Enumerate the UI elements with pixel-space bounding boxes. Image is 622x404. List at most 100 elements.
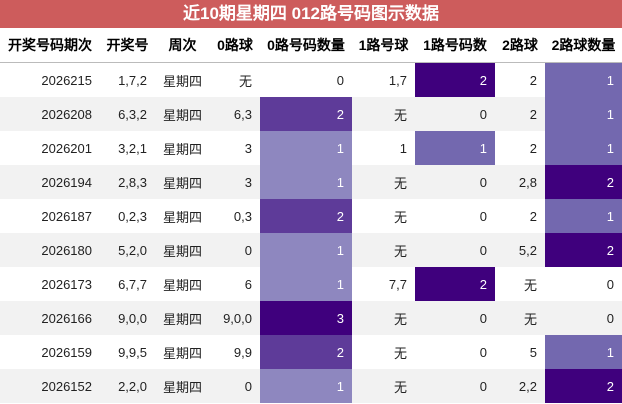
count-cell: 0 [336, 72, 344, 88]
cell: 2026173 [41, 276, 92, 292]
cell: 0 [210, 369, 260, 403]
cell: 星期四 [162, 141, 202, 157]
table-row: 2026215 1,7,2 星期四无 0 1,7 2 2 1 [0, 62, 622, 97]
cell: 9,9 [233, 344, 252, 360]
count-cell: 1 [260, 267, 352, 301]
cell: 星期四 [155, 97, 210, 131]
cell: 2 [495, 97, 545, 131]
cell: 星期四 [162, 209, 202, 225]
table-row: 2026166 9,0,0 星期四 9,0,0 3 无 0 无 0 [0, 301, 622, 335]
cell: 2026152 [0, 369, 100, 403]
count-cell: 1 [260, 165, 352, 199]
cell: 无 [352, 97, 415, 131]
column-header: 2路球数量 [545, 28, 622, 63]
cell: 5,2,0 [100, 233, 155, 267]
cell: 0 [210, 233, 260, 267]
cell: 2 [529, 208, 537, 224]
cell: 6,3,2 [100, 97, 155, 131]
cell: 无 [352, 233, 415, 267]
data-table: 开奖号码期次 开奖号 周次 0路球 0路号码数量 1路号球 1路号码数 2路球 2路球数量 20… [0, 28, 622, 403]
cell: 星期四 [155, 369, 210, 403]
cell: 星期四 [155, 165, 210, 199]
table-row: 2026194 2,8,3 星期四 3 1 无 0 2,8 2 [0, 165, 622, 199]
column-header: 1路号码数 [415, 28, 495, 63]
cell: 星期四 [162, 277, 202, 293]
cell: 6,7,7 [118, 276, 147, 292]
cell: 无 [238, 73, 252, 89]
count-cell: 2 [415, 267, 495, 301]
count-cell: 1 [545, 62, 622, 97]
cell: 2026159 [41, 344, 92, 360]
count-cell: 2 [260, 199, 352, 233]
cell: 1,7,2 [118, 72, 147, 88]
cell: 星期四 [162, 73, 202, 89]
count-cell: 1 [260, 369, 352, 403]
cell: 6 [244, 276, 252, 292]
count-cell: 3 [260, 301, 352, 335]
count-cell: 0 [606, 276, 614, 292]
cell: 星期四 [162, 345, 202, 361]
table-row: 2026173 6,7,7 星期四 6 1 7,7 2 无 0 [0, 267, 622, 301]
cell: 2,2,0 [100, 369, 155, 403]
table-row: 2026208 6,3,2 星期四 6,3 2 无 0 2 1 [0, 97, 622, 131]
column-header: 0路号码数量 [260, 28, 352, 63]
count-cell: 2 [415, 62, 495, 97]
count-cell: 2 [545, 369, 622, 403]
table-row: 2026201 3,2,1 星期四 3 1 1 1 2 1 [0, 131, 622, 165]
cell: 1 [399, 140, 407, 156]
cell: 9,9,5 [118, 344, 147, 360]
cell: 2026166 [0, 301, 100, 335]
cell: 无 [393, 345, 407, 361]
cell: 星期四 [155, 233, 210, 267]
count-cell: 1 [545, 97, 622, 131]
cell: 0,2,3 [118, 208, 147, 224]
count-cell: 1 [415, 131, 495, 165]
cell: 无 [352, 301, 415, 335]
cell: 1,7 [388, 72, 407, 88]
cell: 无 [495, 301, 545, 335]
count-cell: 0 [415, 233, 495, 267]
cell: 2026208 [0, 97, 100, 131]
cell: 2 [529, 72, 537, 88]
cell: 2026201 [41, 140, 92, 156]
count-cell: 1 [260, 233, 352, 267]
cell: 无 [523, 277, 537, 293]
cell: 9,0,0 [100, 301, 155, 335]
cell: 6,3 [210, 97, 260, 131]
cell: 2026194 [0, 165, 100, 199]
column-header: 开奖号 [100, 28, 155, 63]
count-cell: 0 [415, 301, 495, 335]
cell: 2026180 [0, 233, 100, 267]
count-cell: 0 [415, 369, 495, 403]
cell: 无 [352, 369, 415, 403]
column-header: 2路球 [495, 28, 545, 63]
cell: 2,8 [495, 165, 545, 199]
cell: 星期四 [155, 301, 210, 335]
count-cell: 1 [260, 131, 352, 165]
cell: 2,2 [495, 369, 545, 403]
count-cell: 0 [479, 344, 487, 360]
header-row: 开奖号码期次 开奖号 周次 0路球 0路号码数量 1路号球 1路号码数 2路球 2路球数量 [0, 28, 622, 63]
count-cell: 2 [545, 165, 622, 199]
count-cell: 2 [260, 97, 352, 131]
cell: 0,3 [233, 208, 252, 224]
table-row: 2026187 0,2,3 星期四 0,3 2 无 0 2 1 [0, 199, 622, 233]
cell: 无 [393, 209, 407, 225]
column-header: 1路号球 [352, 28, 415, 63]
cell: 3,2,1 [118, 140, 147, 156]
cell: 7,7 [388, 276, 407, 292]
cell: 3 [210, 165, 260, 199]
count-cell: 1 [545, 199, 622, 233]
cell: 9,0,0 [210, 301, 260, 335]
count-cell: 0 [545, 301, 622, 335]
column-header: 开奖号码期次 [0, 28, 100, 63]
table-row: 2026159 9,9,5 星期四 9,9 2 无 0 5 1 [0, 335, 622, 369]
count-cell: 0 [415, 165, 495, 199]
count-cell: 0 [479, 208, 487, 224]
cell: 2,8,3 [100, 165, 155, 199]
column-header: 0路球 [210, 28, 260, 63]
cell: 5,2 [495, 233, 545, 267]
cell: 2026215 [41, 72, 92, 88]
count-cell: 1 [545, 131, 622, 165]
cell: 2026187 [41, 208, 92, 224]
